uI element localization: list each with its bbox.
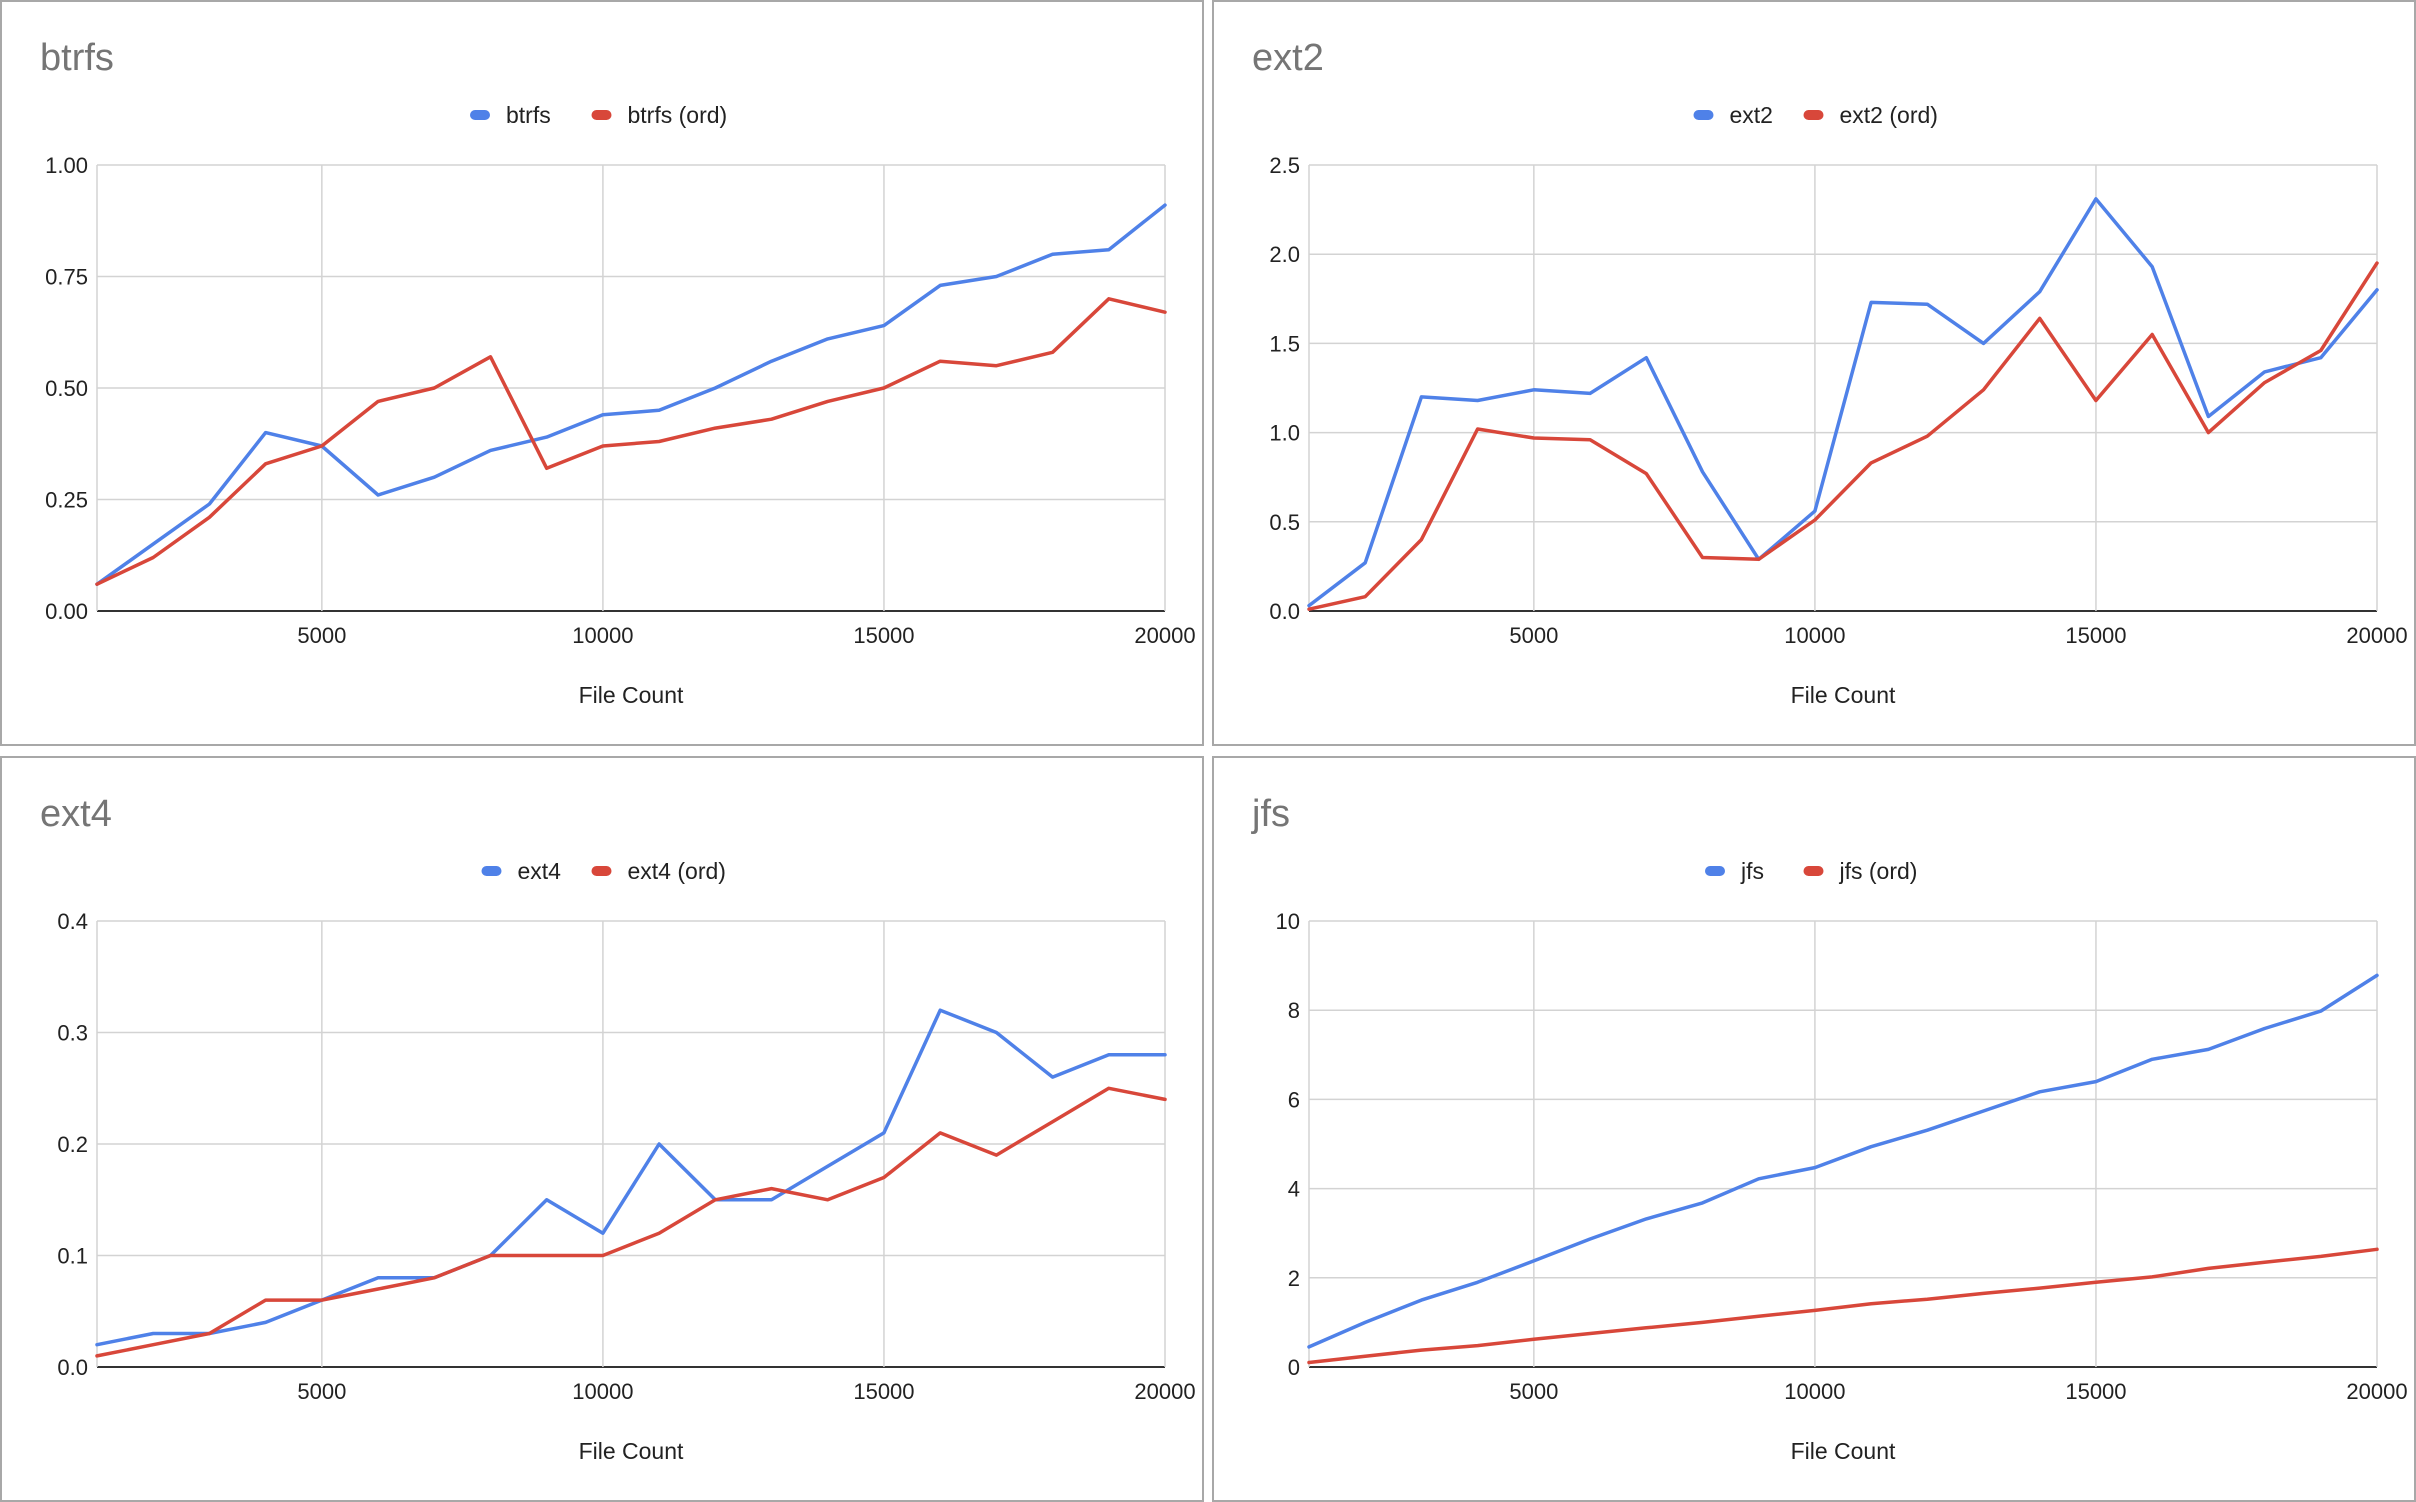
y-tick-label: 0.50: [45, 376, 88, 401]
y-tick-label: 0.0: [1269, 599, 1300, 624]
y-tick-label: 10: [1276, 909, 1300, 934]
y-tick-label: 0.25: [45, 488, 88, 513]
series-line: [95, 1086, 1167, 1358]
chart-title: btrfs: [40, 37, 114, 79]
chart-panel-ext4: ext4 0.0 0.1 0.2 0.3 0.4 5000 10000 15000 20000 Fi…: [0, 756, 1204, 1502]
y-tick-label: 0.4: [57, 909, 88, 934]
y-tick-label: 2.0: [1269, 242, 1300, 267]
x-axis-label: File Count: [1791, 1438, 1896, 1464]
x-tick-label: 20000: [1134, 1379, 1195, 1404]
legend-swatch: [1803, 110, 1824, 120]
y-tick-label: 2: [1288, 1266, 1300, 1291]
chart-panel-jfs: jfs 0 2 4 6 8 10 5000 10000 15000 20000 File Count j…: [1212, 756, 2416, 1502]
legend-swatch: [591, 866, 612, 876]
series-line: [95, 1008, 1167, 1347]
legend-swatch: [470, 110, 490, 120]
y-tick-label: 0.1: [57, 1244, 88, 1269]
y-tick-label: 0.5: [1269, 510, 1300, 535]
y-tick-label: 8: [1288, 998, 1300, 1023]
x-tick-label: 10000: [1784, 1379, 1845, 1404]
legend-swatch: [591, 110, 612, 120]
legend-swatch: [481, 866, 502, 876]
y-tick-label: 0.0: [57, 1355, 88, 1380]
x-axis-label: File Count: [579, 682, 684, 708]
x-tick-label: 5000: [1509, 623, 1558, 648]
chart-panel-btrfs: btrfs 0.00 0.25 0.50 0.75 1.00 5000 10000 15000 2…: [0, 0, 1204, 746]
x-tick-label: 20000: [1134, 623, 1195, 648]
legend: ext4 ext4 (ord): [481, 858, 726, 884]
y-tick-label: 1.00: [45, 153, 88, 178]
x-tick-label: 10000: [1784, 623, 1845, 648]
x-tick-label: 15000: [853, 623, 914, 648]
x-tick-label: 5000: [297, 1379, 346, 1404]
series-line: [1307, 1247, 2379, 1365]
y-tick-label: 1.5: [1269, 331, 1300, 356]
legend-label: ext4 (ord): [628, 858, 726, 884]
legend-label: jfs (ord): [1839, 858, 1918, 884]
y-tick-label: 4: [1288, 1177, 1300, 1202]
legend-swatch: [1693, 110, 1714, 120]
chart-title: ext4: [40, 793, 112, 835]
chart-svg: ext4 0.0 0.1 0.2 0.3 0.4 5000 10000 15000 20000 Fi…: [40, 793, 1196, 1464]
legend: btrfs btrfs (ord): [470, 102, 727, 128]
series-line: [1307, 973, 2379, 1349]
x-axis-label: File Count: [1791, 682, 1896, 708]
series-line: [1307, 197, 2379, 608]
legend-swatch: [1803, 866, 1824, 876]
x-tick-label: 20000: [2346, 623, 2407, 648]
x-tick-label: 5000: [1509, 1379, 1558, 1404]
chart-svg: ext2 0.0 0.5 1.0 1.5 2.0 2.5 5000 10000 15000 2000…: [1252, 37, 2408, 708]
legend-label: ext4: [518, 858, 562, 884]
chart-panel-ext2: ext2 0.0 0.5 1.0 1.5 2.0 2.5 5000 10000 15000 2000…: [1212, 0, 2416, 746]
series-line: [95, 203, 1167, 586]
legend: jfs jfs (ord): [1705, 858, 1917, 884]
y-tick-label: 0: [1288, 1355, 1300, 1380]
x-tick-label: 5000: [297, 623, 346, 648]
y-tick-label: 0.3: [57, 1021, 88, 1046]
y-tick-label: 1.0: [1269, 421, 1300, 446]
y-tick-label: 0.75: [45, 265, 88, 290]
x-axis-label: File Count: [579, 1438, 684, 1464]
legend-label: ext2 (ord): [1840, 102, 1938, 128]
y-tick-label: 2.5: [1269, 153, 1300, 178]
legend-label: jfs: [1740, 858, 1764, 884]
legend: ext2 ext2 (ord): [1693, 102, 1938, 128]
y-tick-label: 6: [1288, 1087, 1300, 1112]
x-tick-label: 20000: [2346, 1379, 2407, 1404]
legend-swatch: [1705, 866, 1725, 876]
chart-svg: btrfs 0.00 0.25 0.50 0.75 1.00 5000 10000 15000 2…: [40, 37, 1196, 708]
chart-title: ext2: [1252, 37, 1324, 79]
x-tick-label: 10000: [572, 1379, 633, 1404]
y-tick-label: 0.00: [45, 599, 88, 624]
x-tick-label: 15000: [2065, 623, 2126, 648]
series-line: [1307, 261, 2379, 611]
chart-title: jfs: [1251, 793, 1290, 835]
x-tick-label: 15000: [2065, 1379, 2126, 1404]
legend-label: btrfs: [506, 102, 551, 128]
x-tick-label: 15000: [853, 1379, 914, 1404]
y-tick-label: 0.2: [57, 1132, 88, 1157]
series-line: [95, 297, 1167, 586]
legend-label: ext2: [1730, 102, 1773, 128]
legend-label: btrfs (ord): [628, 102, 728, 128]
x-tick-label: 10000: [572, 623, 633, 648]
chart-svg: jfs 0 2 4 6 8 10 5000 10000 15000 20000 File Count j…: [1251, 793, 2408, 1464]
